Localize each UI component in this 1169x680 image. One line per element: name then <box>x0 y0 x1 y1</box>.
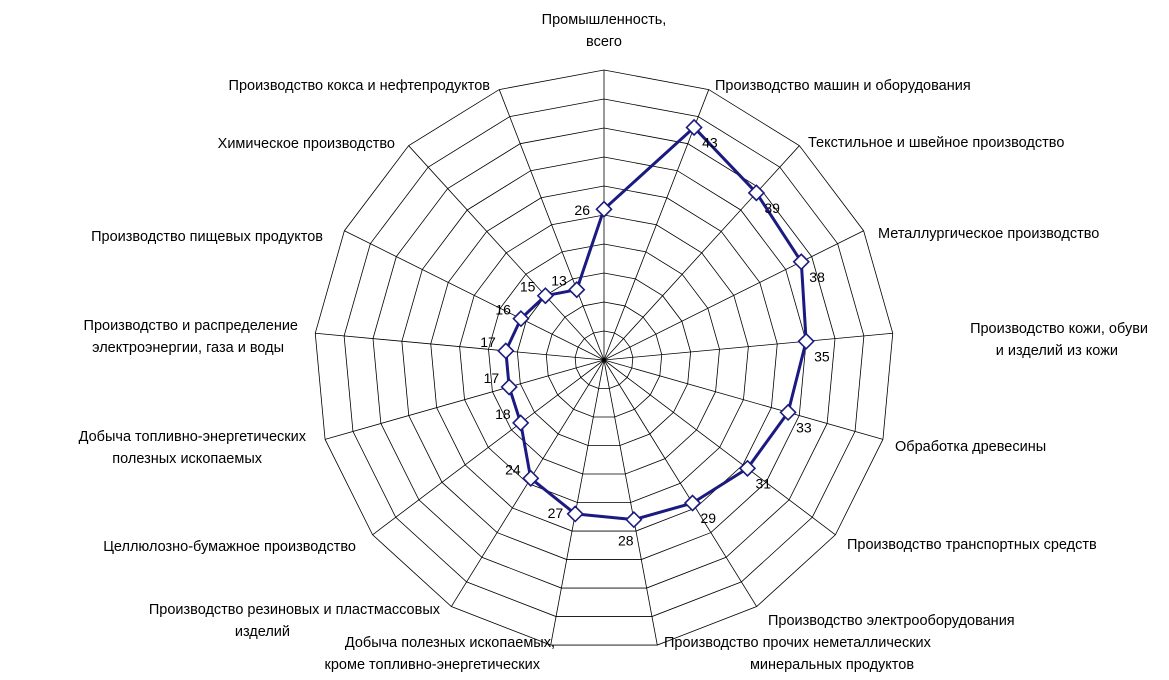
data-point-1 <box>685 118 703 137</box>
axis-spoke-14 <box>344 230 605 361</box>
category-label-9: Добыча полезных ископаемых, кроме топливн… <box>325 635 555 673</box>
data-point-2 <box>747 184 766 202</box>
value-label-3: 38 <box>809 269 825 285</box>
category-label-6: Производство транспортных средств <box>847 537 1097 553</box>
data-point-5 <box>779 403 797 422</box>
axis-spoke-5 <box>603 359 884 440</box>
value-label-16: 13 <box>551 273 567 289</box>
radar-grid <box>314 69 894 646</box>
value-label-13: 17 <box>480 334 496 350</box>
grid-ring-7 <box>401 156 807 560</box>
radar-series <box>497 118 815 529</box>
category-label-4: Производство кожи, обуви и изделий из кож… <box>970 321 1148 359</box>
category-label-13: Производство и распределение электроэнерг… <box>84 318 298 356</box>
data-point-10 <box>522 469 540 487</box>
data-point-6 <box>738 459 757 477</box>
category-label-1: Производство машин и оборудования <box>715 78 971 94</box>
axis-spoke-11 <box>372 359 605 536</box>
category-label-11: Целлюлозно-бумажное производство <box>103 539 356 555</box>
data-point-13 <box>497 342 515 360</box>
category-label-10: Производство резиновых и пластмассовых из… <box>149 602 441 640</box>
category-label-3: Металлургическое производство <box>878 226 1099 242</box>
value-label-2: 39 <box>764 200 780 216</box>
grid-ring-9 <box>343 98 865 617</box>
category-label-5: Обработка древесины <box>895 439 1046 455</box>
axis-spoke-1 <box>603 89 710 361</box>
category-label-0: Промышленность, всего <box>542 12 667 50</box>
value-label-14: 16 <box>495 302 511 318</box>
data-point-8 <box>625 510 643 529</box>
series-line-0 <box>504 125 808 522</box>
category-label-7: Производство электрооборудования <box>768 613 1015 629</box>
category-label-16: Производство кокса и нефтепродуктов <box>229 78 491 94</box>
value-label-9: 27 <box>548 505 564 521</box>
category-label-14: Производство пищевых продуктов <box>91 229 323 245</box>
grid-ring-5 <box>459 214 749 503</box>
axis-spoke-12 <box>324 359 605 440</box>
grid-ring-4 <box>488 243 720 475</box>
data-point-15 <box>536 287 555 305</box>
value-label-15: 15 <box>520 279 536 295</box>
data-point-9 <box>566 505 584 523</box>
value-label-4: 35 <box>814 348 830 364</box>
axis-spoke-2 <box>603 145 800 361</box>
axis-spoke-9 <box>550 359 605 646</box>
category-label-15: Химическое производство <box>218 136 395 152</box>
axis-spoke-4 <box>603 332 893 361</box>
axis-spoke-13 <box>315 332 605 361</box>
value-label-7: 29 <box>701 510 717 526</box>
axis-spoke-7 <box>603 359 758 607</box>
value-label-0: 26 <box>574 202 590 218</box>
value-label-8: 28 <box>618 533 634 549</box>
axis-spoke-3 <box>603 230 864 361</box>
value-label-5: 33 <box>796 419 812 435</box>
grid-ring-3 <box>516 272 692 446</box>
value-labels: 26 43 39 38 35 33 31 29 28 27 24 18 17 17 16 15 13 <box>480 134 830 548</box>
category-label-2: Текстильное и швейное производство <box>808 135 1064 151</box>
data-point-0 <box>595 200 613 218</box>
grid-ring-8 <box>372 127 836 589</box>
category-labels: Промышленность, всего Производство машин и… <box>79 12 1148 673</box>
value-label-10: 24 <box>505 461 521 477</box>
data-point-16 <box>568 281 586 299</box>
value-label-12: 17 <box>484 370 500 386</box>
grid-ring-6 <box>430 185 778 532</box>
axis-spoke-6 <box>603 359 836 536</box>
data-point-11 <box>512 414 530 432</box>
value-label-6: 31 <box>756 475 772 491</box>
data-point-12 <box>500 378 518 396</box>
grid-ring-10 <box>314 69 894 646</box>
data-point-7 <box>683 494 702 512</box>
grid-ring-2 <box>545 301 663 418</box>
category-label-8: Производство прочих неметаллических минер… <box>664 635 932 673</box>
value-label-1: 43 <box>702 134 718 150</box>
axis-spoke-8 <box>603 359 658 646</box>
data-point-3 <box>792 253 810 271</box>
axis-spoke-15 <box>408 145 605 361</box>
grid-ring-1 <box>574 330 634 389</box>
value-label-11: 18 <box>495 406 511 422</box>
data-point-14 <box>512 310 530 328</box>
category-label-12: Добыча топливно-энергетических полезных и… <box>79 429 307 467</box>
axis-spoke-16 <box>498 89 605 361</box>
data-point-4 <box>797 332 815 350</box>
